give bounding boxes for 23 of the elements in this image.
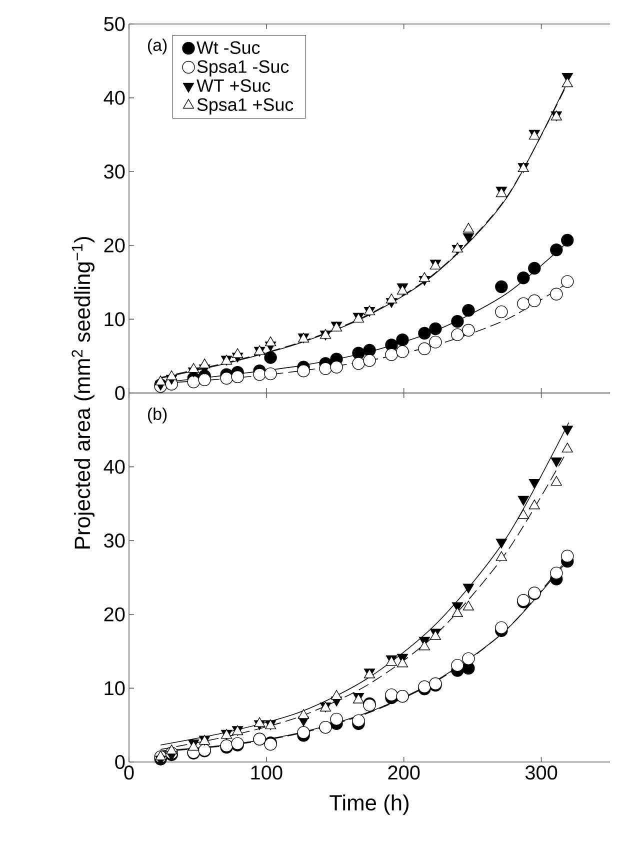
legend-label: Wt -Suc bbox=[196, 41, 260, 54]
y-tick-label: 0 bbox=[115, 386, 125, 400]
y-tick-label: 30 bbox=[104, 534, 125, 548]
x-axis-title: Time (h) bbox=[330, 794, 408, 815]
y-tick-label: 0 bbox=[115, 754, 125, 770]
y-tick-label: 40 bbox=[104, 460, 125, 474]
y-tick-label: 40 bbox=[104, 90, 125, 105]
y-tick-label: 10 bbox=[104, 312, 125, 326]
y-tick-label: 30 bbox=[104, 164, 125, 179]
y-tick-label: 10 bbox=[104, 681, 125, 696]
x-tick-label: 200 bbox=[388, 766, 420, 780]
legend-label: WT +Suc bbox=[196, 79, 270, 92]
legend-label: Spsa1 +Suc bbox=[197, 98, 294, 114]
annotation: (a) bbox=[148, 38, 167, 54]
x-tick-label: 100 bbox=[251, 766, 282, 780]
x-tick-label: 300 bbox=[525, 766, 558, 780]
x-tick-label: 0 bbox=[124, 766, 134, 780]
y-tick-label: 20 bbox=[104, 238, 125, 252]
annotation: (b) bbox=[148, 408, 167, 424]
legend-label: Spsa1 -Suc bbox=[197, 60, 289, 76]
y-tick-label: 50 bbox=[104, 16, 125, 32]
y-axis-title: Projected area (mm$^{2}$ seedling$^{−1}$) bbox=[72, 237, 94, 548]
y-tick-label: 20 bbox=[104, 607, 125, 622]
